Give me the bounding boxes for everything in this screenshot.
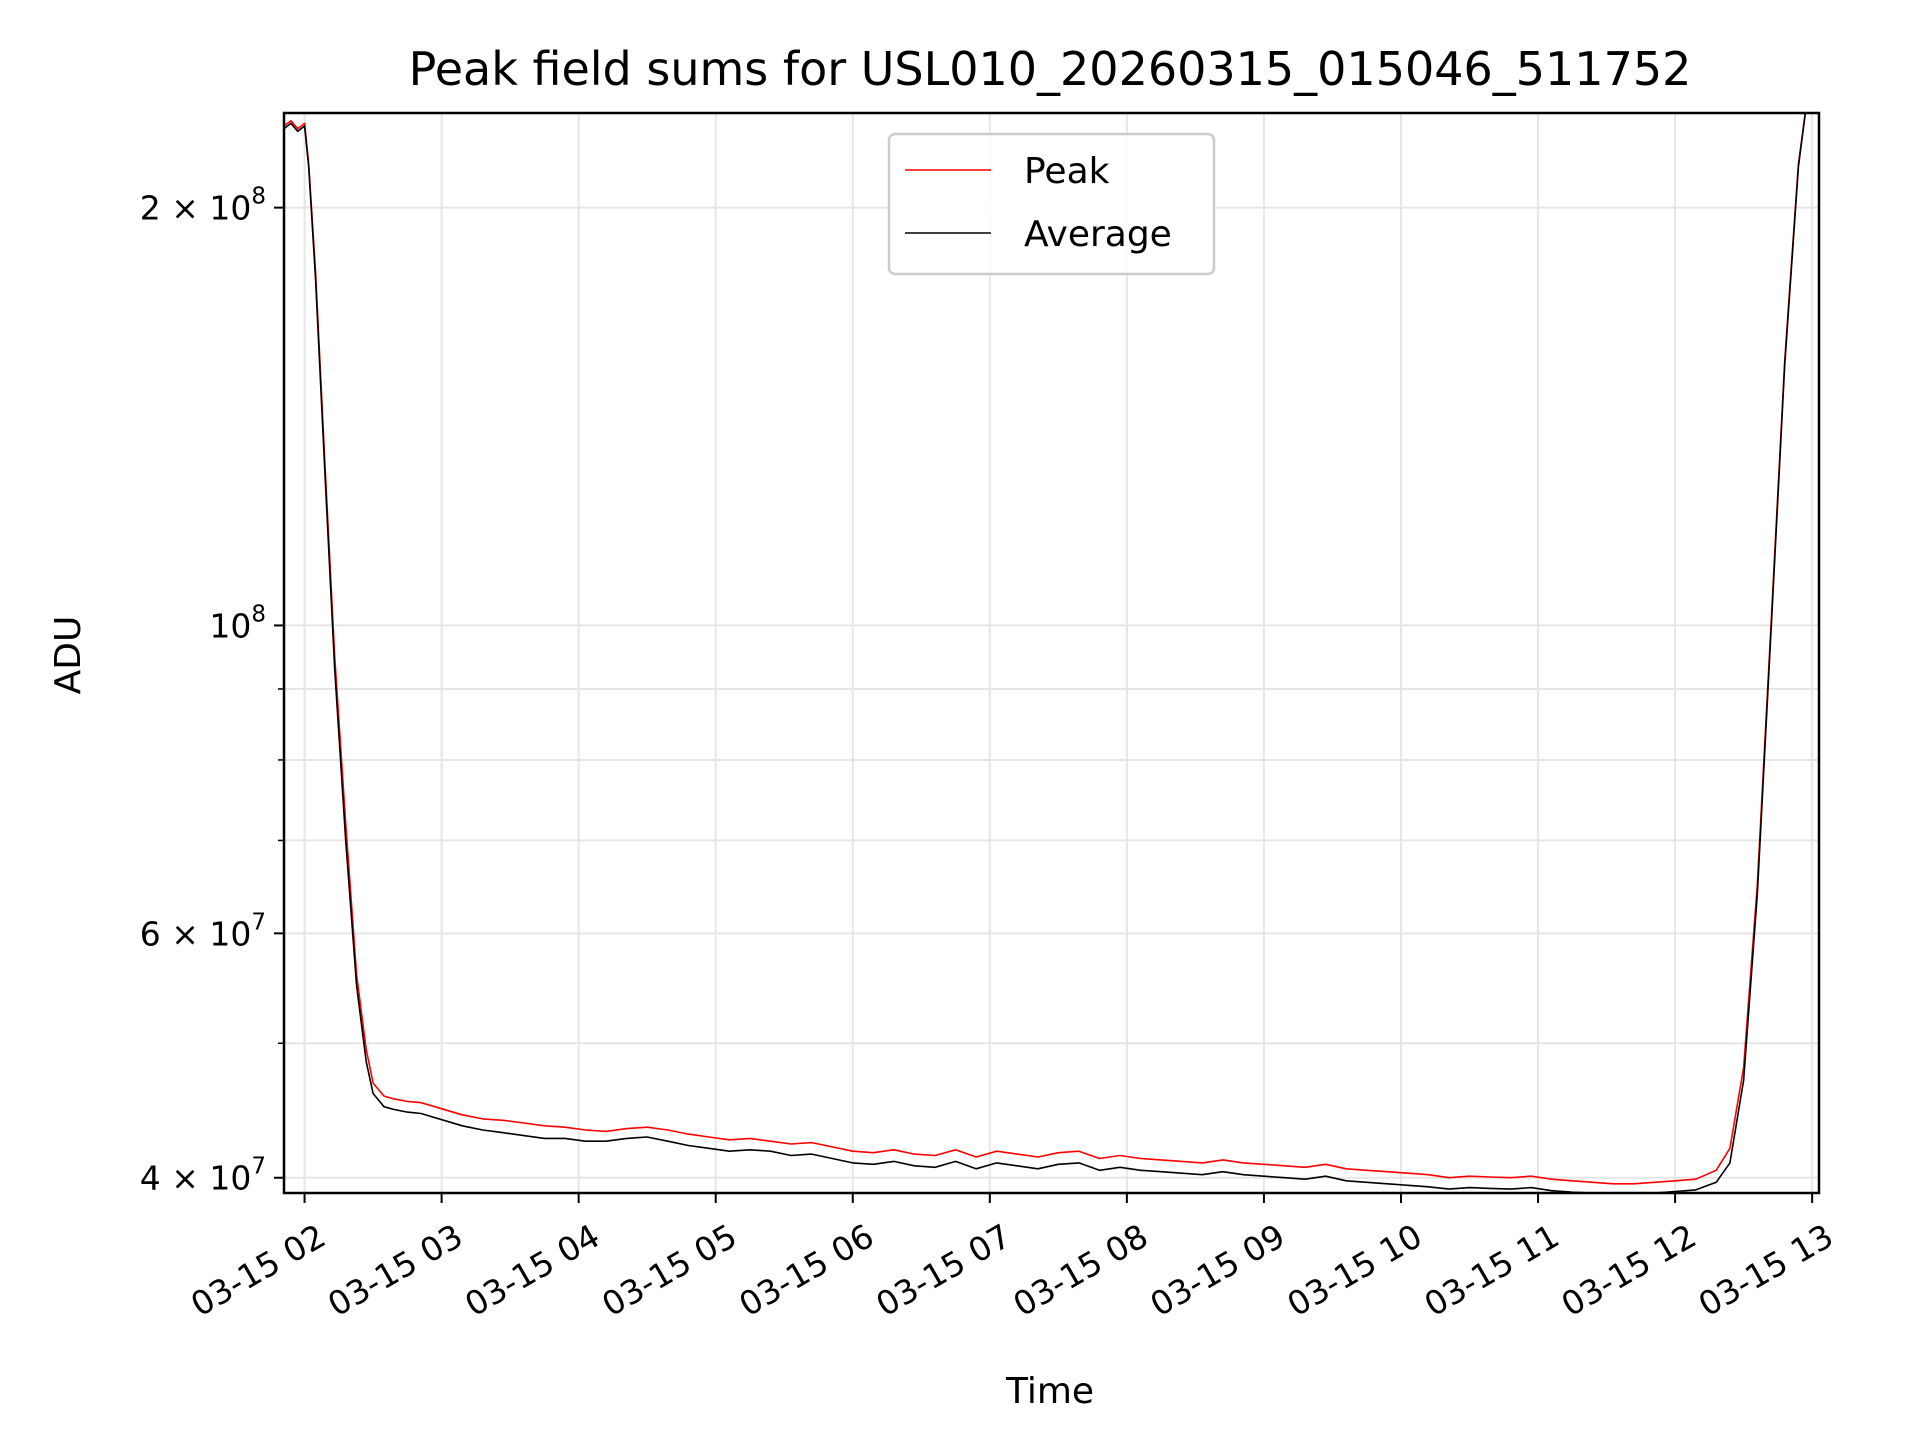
series-line-average	[283, 112, 1807, 1194]
y-tick-label-exponent: 7	[251, 909, 266, 935]
y-tick-label-exponent: 7	[251, 1154, 266, 1180]
legend-box	[887, 132, 1216, 276]
y-tick-label: 108	[209, 601, 266, 645]
y-tick-label: 2 × 108	[140, 184, 266, 228]
y-tick-label-base: 2 × 10	[140, 189, 252, 228]
plot-frame	[282, 111, 1821, 1195]
legend-label-average: Average	[1024, 214, 1172, 255]
y-tick-label-exponent: 8	[251, 601, 266, 627]
grid	[284, 113, 1819, 1193]
legend: Peak Average	[887, 132, 1216, 276]
y-tick-label-base: 6 × 10	[140, 914, 252, 953]
y-tick-label-base: 4 × 10	[140, 1159, 252, 1198]
x-axis-label: Time	[1005, 1371, 1094, 1412]
series-line-peak	[283, 112, 1807, 1185]
series-layer	[283, 112, 1807, 1194]
legend-label-peak: Peak	[1024, 151, 1110, 192]
chart-title: Peak field sums for USL010_20260315_0150…	[409, 42, 1692, 96]
y-tick-label-exponent: 8	[251, 184, 266, 210]
y-axis-label: ADU	[48, 616, 89, 695]
y-tick-label: 6 × 107	[140, 909, 266, 953]
y-tick-label-base: 10	[209, 606, 251, 645]
y-tick-label: 4 × 107	[140, 1154, 266, 1198]
